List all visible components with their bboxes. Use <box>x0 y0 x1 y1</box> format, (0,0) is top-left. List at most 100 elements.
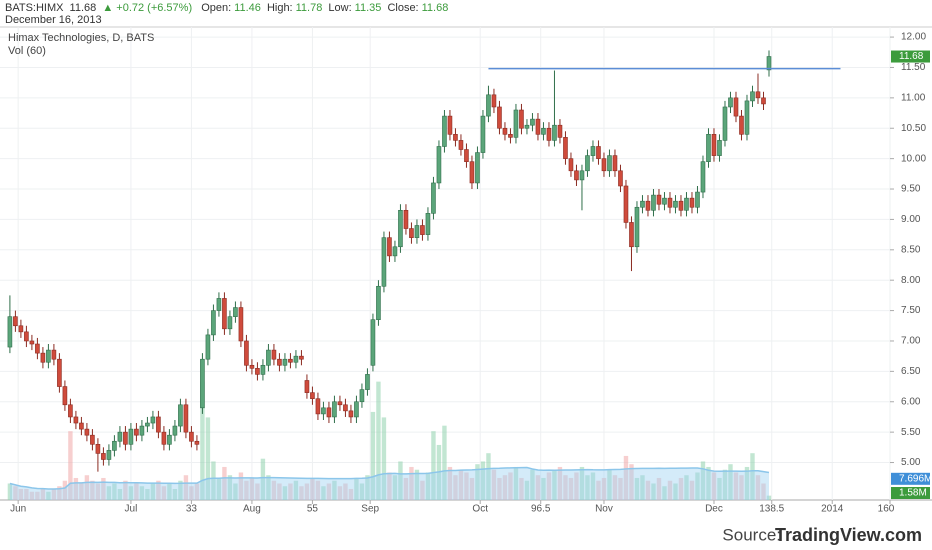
candle-body <box>447 115 453 135</box>
volume-bar <box>497 477 502 500</box>
volume-bar <box>112 483 117 500</box>
volume-bar <box>662 486 667 500</box>
y-tick-label: 11.50 <box>901 62 926 73</box>
candle-body <box>420 225 425 235</box>
candle-body <box>469 161 475 184</box>
volume-bar <box>359 483 365 500</box>
candle-body <box>513 109 519 138</box>
candle-body <box>403 209 409 229</box>
candle-body <box>722 106 728 141</box>
volume-bar <box>689 480 695 500</box>
volume-bar <box>200 381 205 500</box>
volume-bar <box>398 461 403 500</box>
volume-bar <box>508 472 513 500</box>
candle-body <box>585 155 590 172</box>
candle-body <box>150 416 156 424</box>
volume-bar <box>535 475 541 500</box>
candle-body <box>304 380 310 393</box>
candle-body <box>24 331 29 342</box>
candle-body <box>101 453 106 460</box>
candle-body <box>524 124 530 129</box>
candle-body <box>354 401 359 418</box>
volume-bar <box>442 425 447 500</box>
candle-body <box>695 191 700 208</box>
candle-body <box>95 443 101 454</box>
candle-body <box>634 206 640 248</box>
candle-body <box>271 349 277 360</box>
candle-body <box>227 316 233 330</box>
candle-body <box>530 118 535 126</box>
close-value: 11.68 <box>421 2 449 14</box>
candle-body <box>35 343 40 354</box>
candle-body <box>293 355 299 363</box>
volume-bar <box>656 477 662 500</box>
volume-bar <box>62 480 68 500</box>
candle-body <box>288 358 293 363</box>
volume-bar <box>211 461 216 500</box>
volume-bar <box>766 495 772 500</box>
volume-bar <box>249 477 255 500</box>
volume-bar <box>530 469 535 500</box>
candle-body <box>194 440 200 445</box>
candle-body <box>579 170 585 181</box>
high-value: 11.78 <box>295 2 323 14</box>
candle-body <box>376 285 381 321</box>
volume-bar <box>277 483 282 500</box>
volume-bar <box>194 483 200 500</box>
candle-body <box>436 146 442 184</box>
symbol: BATS:HIMX <box>5 2 64 14</box>
candle-layer <box>7 50 841 472</box>
y-tick-label: 6.50 <box>901 366 921 377</box>
candle-body <box>321 407 326 415</box>
candle-body <box>40 352 46 363</box>
price-tag: 11.68 <box>899 51 924 62</box>
candle-body <box>728 97 733 108</box>
candle-body <box>277 358 282 366</box>
candle-body <box>761 97 766 105</box>
candle-body <box>508 134 513 138</box>
volume-bar <box>343 483 348 500</box>
volume-bar <box>684 475 689 500</box>
candle-body <box>458 140 464 150</box>
candle-body <box>79 422 84 430</box>
volume-bar <box>293 480 299 500</box>
candle-body <box>475 152 480 184</box>
y-tick-label: 7.50 <box>901 305 921 316</box>
y-tick-label: 11.00 <box>901 92 926 103</box>
candle-body <box>733 97 739 117</box>
volume-bar <box>513 466 519 500</box>
volume-bar <box>266 475 271 500</box>
x-tick-label: Aug <box>243 504 261 515</box>
volume-bar <box>35 491 40 500</box>
volume-bar <box>733 472 739 500</box>
candle-body <box>486 94 491 117</box>
candle-body <box>337 401 343 406</box>
candle-body <box>161 431 167 445</box>
x-tick-label: 138.5 <box>759 504 784 515</box>
candle-body <box>255 368 260 375</box>
volume-bar <box>717 477 722 500</box>
volume-bar <box>640 475 645 500</box>
candle-body <box>62 386 68 406</box>
candle-body <box>755 91 761 99</box>
volume-bar <box>51 488 57 500</box>
volume-bar <box>117 488 123 500</box>
chart-title: Himax Technologies, D, BATS <box>8 32 154 44</box>
volume-bar <box>128 486 134 500</box>
candle-body <box>623 185 629 223</box>
volume-bar <box>728 464 733 500</box>
candle-body <box>662 197 667 205</box>
candle-body <box>541 127 546 135</box>
y-tick-label: 9.50 <box>901 184 921 195</box>
candle-body <box>601 158 607 172</box>
volume-bar <box>755 475 761 500</box>
candle-body <box>249 364 255 369</box>
volume-bar <box>321 486 326 500</box>
volume-bar <box>376 381 381 500</box>
candle-body <box>128 428 134 445</box>
candle-body <box>46 349 51 363</box>
quote-line: BATS:HIMX 11.68 ▲ +0.72 (+6.57%) Open: 11… <box>5 2 451 14</box>
volume-bar <box>106 486 112 500</box>
volume-bar <box>156 480 161 500</box>
